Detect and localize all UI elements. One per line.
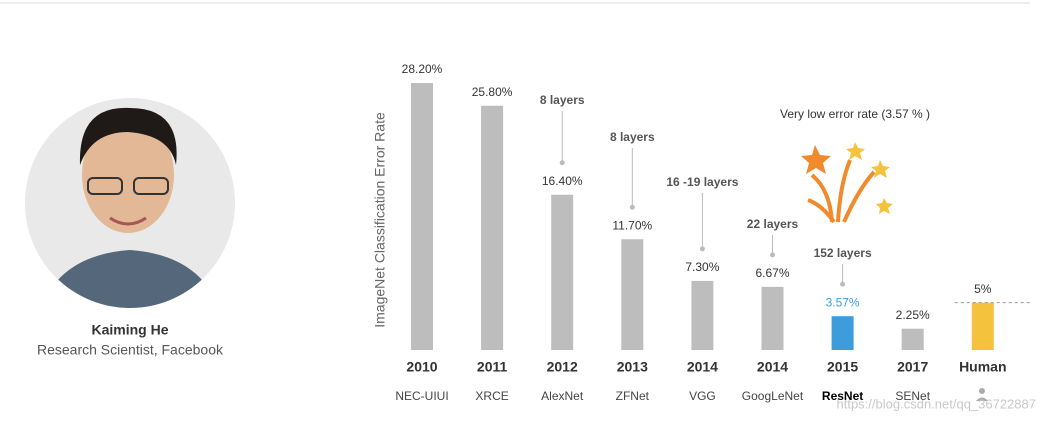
leader-dot	[629, 204, 635, 210]
x-tick-label: 2017	[897, 359, 928, 375]
bar	[831, 316, 854, 350]
layers-label: 8 layers	[610, 130, 655, 144]
x-tick-label: 2010	[406, 359, 437, 375]
bar	[551, 194, 574, 350]
bar	[691, 280, 714, 350]
x-tick-label: 2014	[687, 359, 718, 375]
x-tick-label: 2015	[827, 359, 858, 375]
model-name: ZFNet	[616, 389, 650, 403]
x-tick-label: Human	[959, 359, 1006, 375]
bar	[761, 286, 784, 350]
watermark: https://blog.csdn.net/qq_36722887	[837, 396, 1037, 411]
bar	[901, 328, 924, 350]
model-name: VGG	[689, 389, 716, 403]
bar	[621, 239, 644, 350]
x-tick-label: 2013	[617, 359, 648, 375]
person-name: Kaiming He	[91, 322, 168, 338]
layers-label: 8 layers	[540, 93, 585, 107]
person-role: Research Scientist, Facebook	[37, 342, 224, 358]
layers-label: 16 -19 layers	[666, 175, 738, 189]
bar	[411, 83, 433, 350]
y-axis-label: ImageNet Classification Error Rate	[372, 112, 388, 328]
value-label: 7.30%	[685, 260, 719, 274]
layers-label: 22 layers	[747, 217, 799, 231]
model-name: NEC-UIUI	[395, 389, 448, 403]
leader-dot	[840, 281, 846, 287]
value-label: 5%	[974, 282, 992, 296]
x-tick-label: 2012	[547, 359, 578, 375]
x-tick-label: 2014	[757, 359, 788, 375]
portrait	[25, 98, 235, 308]
leader-dot	[770, 252, 775, 258]
model-name: ResNet	[822, 389, 863, 403]
human-icon	[976, 388, 988, 401]
model-name: GoogLeNet	[742, 389, 804, 403]
value-label: 2.25%	[896, 308, 930, 322]
model-name: SENet	[895, 389, 930, 403]
model-name: AlexNet	[541, 389, 584, 403]
bar	[481, 105, 504, 350]
value-label: 28.20%	[402, 62, 443, 76]
bar	[971, 302, 994, 350]
value-label: 11.70%	[612, 218, 652, 232]
leader-dot	[559, 160, 565, 166]
fireworks	[801, 142, 893, 224]
value-label: 6.67%	[755, 266, 789, 280]
annotation: Very low error rate (3.57 % )	[780, 107, 930, 121]
model-name: XRCE	[475, 389, 508, 403]
value-label: 16.40%	[542, 174, 583, 188]
x-tick-label: 2011	[477, 359, 508, 375]
value-label: 3.57%	[826, 295, 860, 309]
layers-label: 152 layers	[814, 246, 872, 260]
value-label: 25.80%	[472, 85, 513, 99]
leader-dot	[699, 246, 705, 252]
